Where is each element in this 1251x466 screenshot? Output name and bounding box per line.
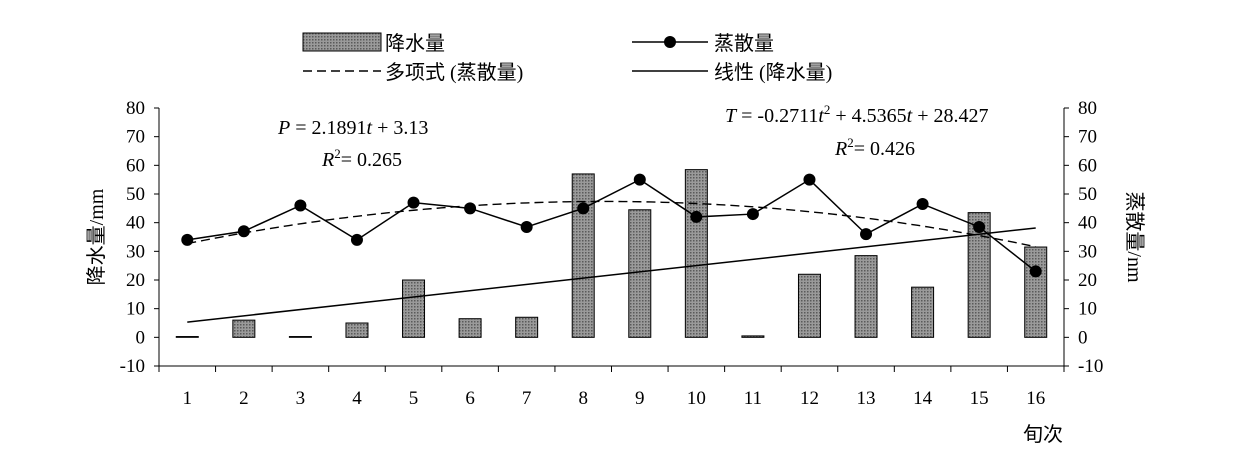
rainfall-bar <box>571 173 595 338</box>
left-tick-label: 60 <box>126 155 145 176</box>
rainfall-bar <box>628 209 652 338</box>
left-tick-label: 10 <box>126 299 145 320</box>
linear-trend-line <box>187 227 1036 323</box>
equation-left: P = 2.1891t + 3.13 R2= 0.265 <box>277 117 428 171</box>
trend-lines <box>187 200 1036 323</box>
right-axis-ticks: -10 0 10 20 30 40 50 60 70 80 <box>1064 98 1103 377</box>
x-tick-label: 12 <box>800 388 819 409</box>
equation-right: T = -0.2711t2 + 4.5365t + 28.427 R2= 0.4… <box>725 102 989 160</box>
right-tick-label: 10 <box>1078 299 1097 320</box>
x-tick-label: 15 <box>970 388 989 409</box>
evapotranspiration-series <box>181 173 1042 278</box>
rainfall-bar <box>967 212 991 338</box>
evapotranspiration-point <box>916 198 929 211</box>
left-tick-label: -10 <box>120 356 145 377</box>
x-tick-label: 3 <box>296 388 306 409</box>
legend-label-rainfall: 降水量 <box>385 32 445 55</box>
right-tick-label: 80 <box>1078 98 1097 119</box>
right-tick-label: -10 <box>1078 356 1103 377</box>
rainfall-bar <box>854 255 878 338</box>
evapotranspiration-point <box>690 210 703 223</box>
legend-label-linear: 线性 (降水量) <box>714 61 832 84</box>
left-tick-label: 20 <box>126 270 145 291</box>
x-tick-label: 9 <box>635 388 645 409</box>
left-axis-ticks: -10 0 10 20 30 40 50 60 70 80 <box>120 98 159 377</box>
legend-marker-evapo <box>664 36 676 48</box>
right-tick-label: 0 <box>1078 327 1088 348</box>
legend-label-evapo: 蒸散量 <box>714 32 774 55</box>
evapotranspiration-point <box>577 202 590 215</box>
rainfall-bar <box>232 319 256 338</box>
left-tick-label: 80 <box>126 98 145 119</box>
x-tick-label: 5 <box>409 388 419 409</box>
eq-left-r2: R2= 0.265 <box>321 146 402 171</box>
evapotranspiration-point <box>860 228 873 241</box>
right-tick-label: 50 <box>1078 184 1097 205</box>
evapotranspiration-point <box>1029 265 1042 278</box>
legend-swatch-rainfall <box>302 32 382 52</box>
right-axis-title: 蒸散量/nm <box>1123 191 1146 283</box>
rainfall-bar <box>402 279 426 338</box>
legend-label-poly: 多项式 (蒸散量) <box>385 61 523 84</box>
evapotranspiration-point <box>973 220 986 233</box>
legend: 降水量 蒸散量 多项式 (蒸散量) 线性 (降水量) <box>302 32 832 84</box>
evapotranspiration-point <box>803 173 816 186</box>
rainfall-bar <box>684 169 708 338</box>
eq-right-line1: T = -0.2711t2 + 4.5365t + 28.427 <box>725 102 989 127</box>
left-tick-label: 40 <box>126 213 145 234</box>
left-tick-label: 30 <box>126 241 145 262</box>
evapotranspiration-point <box>294 199 307 212</box>
rainfall-bar <box>741 335 765 338</box>
x-tick-label: 8 <box>578 388 588 409</box>
rainfall-bar <box>797 273 821 338</box>
eq-left-line1: P = 2.1891t + 3.13 <box>277 117 428 139</box>
evapotranspiration-line <box>187 178 1037 272</box>
evapotranspiration-point <box>181 233 194 246</box>
x-tick-label: 14 <box>913 388 933 409</box>
evapotranspiration-point <box>350 233 363 246</box>
evapotranspiration-point <box>633 173 646 186</box>
eq-right-r2: R2= 0.426 <box>834 135 915 160</box>
evapotranspiration-point <box>746 208 759 221</box>
x-tick-label: 4 <box>352 388 362 409</box>
x-tick-label: 7 <box>522 388 532 409</box>
evapotranspiration-point <box>407 196 420 209</box>
right-tick-label: 30 <box>1078 241 1097 262</box>
evapotranspiration-point <box>464 202 477 215</box>
x-tick-label: 1 <box>183 388 193 409</box>
evapotranspiration-point <box>237 225 250 238</box>
x-tick-label: 6 <box>465 388 475 409</box>
x-tick-label: 10 <box>687 388 706 409</box>
rainfall-bar <box>345 322 369 338</box>
rainfall-bar <box>288 336 312 338</box>
x-tick-label: 16 <box>1026 388 1045 409</box>
rainfall-bar <box>1024 246 1048 338</box>
right-tick-label: 40 <box>1078 213 1097 234</box>
x-axis-title: 旬次 <box>1023 423 1063 446</box>
evapotranspiration-point <box>520 220 533 233</box>
x-tick-label: 11 <box>744 388 762 409</box>
left-tick-label: 70 <box>126 127 145 148</box>
polynomial-trend-line <box>187 200 1036 248</box>
left-axis-title: 降水量/mm <box>85 188 108 285</box>
right-tick-label: 60 <box>1078 155 1097 176</box>
x-axis-ticks: 1 2 3 4 5 6 7 8 9 10 11 12 13 14 15 16 <box>158 366 1065 409</box>
axes: -10 0 10 20 30 40 50 60 70 80 -10 0 10 20 30 40 50 60 70 8… <box>120 98 1104 409</box>
x-tick-label: 13 <box>857 388 876 409</box>
rainfall-bar <box>515 316 539 338</box>
left-tick-label: 0 <box>136 327 146 348</box>
x-tick-label: 2 <box>239 388 249 409</box>
rainfall-bar <box>175 336 199 338</box>
rainfall-bar <box>458 318 482 338</box>
right-tick-label: 70 <box>1078 127 1097 148</box>
left-tick-label: 50 <box>126 184 145 205</box>
right-tick-label: 20 <box>1078 270 1097 291</box>
rainfall-bar <box>911 286 935 338</box>
